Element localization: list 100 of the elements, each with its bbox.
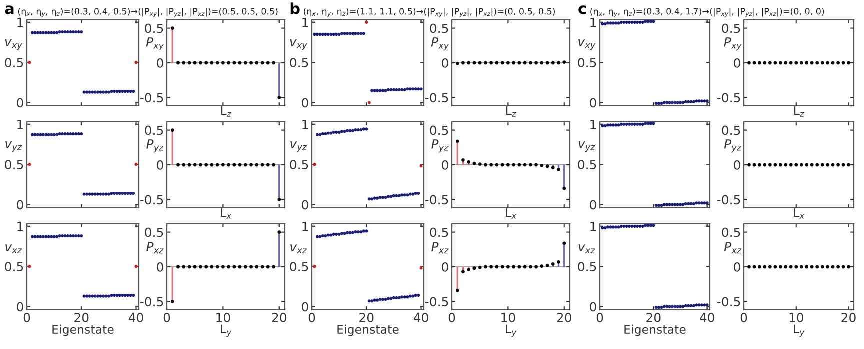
- point: [390, 297, 393, 300]
- y-axis-title: P$_{xz}$: [724, 242, 742, 254]
- point: [86, 90, 89, 94]
- point: [112, 294, 116, 298]
- point: [376, 196, 380, 200]
- point: [668, 203, 672, 206]
- point: [77, 30, 80, 34]
- x-tick-label: 40: [414, 313, 428, 322]
- point: [398, 296, 401, 300]
- point: [360, 230, 363, 234]
- point: [66, 132, 70, 136]
- point: [30, 133, 34, 136]
- point: [74, 30, 78, 34]
- point: [118, 192, 122, 196]
- point: [657, 306, 661, 310]
- point: [351, 231, 355, 234]
- x-tick-label: 40: [700, 313, 714, 322]
- x-tick-label: 0: [596, 313, 604, 322]
- point: [641, 224, 644, 228]
- point: [695, 202, 698, 205]
- point: [121, 90, 124, 94]
- point: [420, 88, 423, 91]
- point: [462, 158, 465, 162]
- point: [622, 224, 626, 228]
- point: [335, 32, 338, 36]
- point: [370, 89, 374, 92]
- point: [132, 294, 136, 298]
- point: [378, 89, 382, 92]
- y-tick-label: 0: [442, 262, 448, 272]
- point: [313, 32, 316, 36]
- y-tick-label: 0.5: [5, 58, 24, 68]
- point: [646, 224, 650, 228]
- point: [462, 270, 465, 274]
- point: [39, 133, 42, 136]
- point: [74, 132, 78, 136]
- point: [649, 224, 653, 228]
- y-tick-label: -0.5: [425, 93, 448, 103]
- point: [666, 305, 669, 308]
- y-axis-title: v$_{xz}$: [290, 244, 308, 254]
- y-axis-title: P$_{xz}$: [432, 242, 449, 254]
- x-axis-title: Eigenstate: [52, 324, 114, 336]
- point: [356, 128, 360, 132]
- point: [330, 132, 333, 135]
- x-axis-title: Eigenstate: [338, 324, 399, 336]
- point: [44, 133, 48, 136]
- point: [91, 90, 94, 94]
- point: [47, 133, 50, 136]
- point: [318, 235, 322, 238]
- point: [64, 132, 67, 136]
- y-tick-label: -0.5: [425, 297, 448, 307]
- y-axis-title: v$_{xy}$: [578, 39, 596, 50]
- point: [601, 22, 604, 26]
- x-axis-title: L$_{x}$: [221, 208, 232, 219]
- y-tick-label: -0.5: [140, 195, 164, 205]
- point: [365, 128, 368, 131]
- point: [706, 202, 709, 205]
- y-tick-label: 0.5: [578, 262, 596, 272]
- x-tick-label: 20: [842, 313, 856, 322]
- point: [386, 88, 390, 92]
- point: [676, 101, 680, 104]
- point: [324, 32, 328, 36]
- point: [80, 132, 84, 136]
- point: [406, 194, 410, 197]
- point: [96, 294, 100, 298]
- point: [614, 226, 618, 229]
- point: [99, 192, 102, 196]
- y-tick-label: 0: [734, 160, 740, 170]
- point: [636, 122, 640, 126]
- point: [390, 88, 393, 92]
- x-tick-label: 10: [216, 313, 230, 322]
- point: [60, 30, 64, 34]
- point: [39, 235, 42, 238]
- point: [118, 90, 122, 94]
- point: [34, 235, 37, 238]
- point: [373, 196, 376, 200]
- point: [614, 22, 618, 25]
- point: [406, 296, 410, 299]
- point: [52, 235, 56, 238]
- chart-title: a: [5, 6, 14, 14]
- y-axis-title: P$_{yz}$: [724, 140, 742, 153]
- point: [64, 30, 67, 34]
- point: [80, 30, 84, 34]
- point: [395, 194, 398, 198]
- point: [628, 224, 632, 228]
- point: [116, 192, 119, 196]
- point: [60, 132, 64, 136]
- point: [674, 305, 677, 308]
- point: [66, 234, 70, 238]
- point: [351, 32, 355, 36]
- y-tick-label: 1: [18, 120, 24, 130]
- y-tick-label: 0.5: [430, 126, 448, 136]
- x-axis-title: L$_{z}$: [221, 106, 232, 117]
- point: [365, 230, 368, 233]
- x-axis-title: L$_{z}$: [794, 106, 804, 117]
- y-tick-label: 0.5: [578, 58, 596, 68]
- point: [654, 204, 658, 208]
- y-tick-label: 0.5: [290, 160, 308, 170]
- point: [638, 20, 642, 24]
- point: [657, 102, 661, 106]
- y-axis-title: v$_{yz}$: [578, 141, 596, 152]
